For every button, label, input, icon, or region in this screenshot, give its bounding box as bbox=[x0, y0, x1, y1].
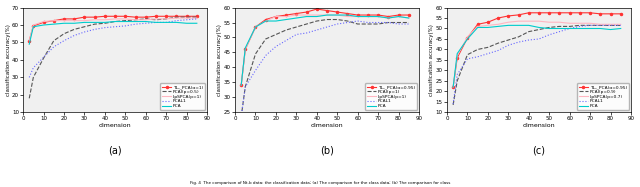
Text: (c): (c) bbox=[532, 146, 545, 156]
X-axis label: dimension: dimension bbox=[523, 123, 556, 128]
Y-axis label: classification accuracy(%): classification accuracy(%) bbox=[429, 24, 435, 96]
Text: Fig. 4  The comparison of Nt-b data: the classification data; (a) The comparison: Fig. 4 The comparison of Nt-b data: the … bbox=[190, 181, 450, 185]
X-axis label: dimension: dimension bbox=[99, 123, 131, 128]
Legend: TL₁_PCA(α=0.95), PCAl(p=1), LpSPCA(p=1), PCAL1, PCA: TL₁_PCA(α=0.95), PCAl(p=1), LpSPCA(p=1),… bbox=[365, 83, 417, 110]
Y-axis label: classification accuracy(%): classification accuracy(%) bbox=[218, 24, 223, 96]
X-axis label: dimension: dimension bbox=[310, 123, 343, 128]
Legend: TL₁_PCA(α=0.95), PCAl(p=0.9), LpSPCA(p=0.7), PCAL1, PCA: TL₁_PCA(α=0.95), PCAl(p=0.9), LpSPCA(p=0… bbox=[577, 83, 628, 110]
Text: (b): (b) bbox=[320, 146, 334, 156]
Legend: TL₁_PCA(α=1), PCAl(p=0.5), LpSPCA(p=1), PCAL1, PCA: TL₁_PCA(α=1), PCAl(p=0.5), LpSPCA(p=1), … bbox=[161, 83, 205, 110]
Text: (a): (a) bbox=[108, 146, 122, 156]
Y-axis label: classification accuracy(%): classification accuracy(%) bbox=[6, 24, 10, 96]
